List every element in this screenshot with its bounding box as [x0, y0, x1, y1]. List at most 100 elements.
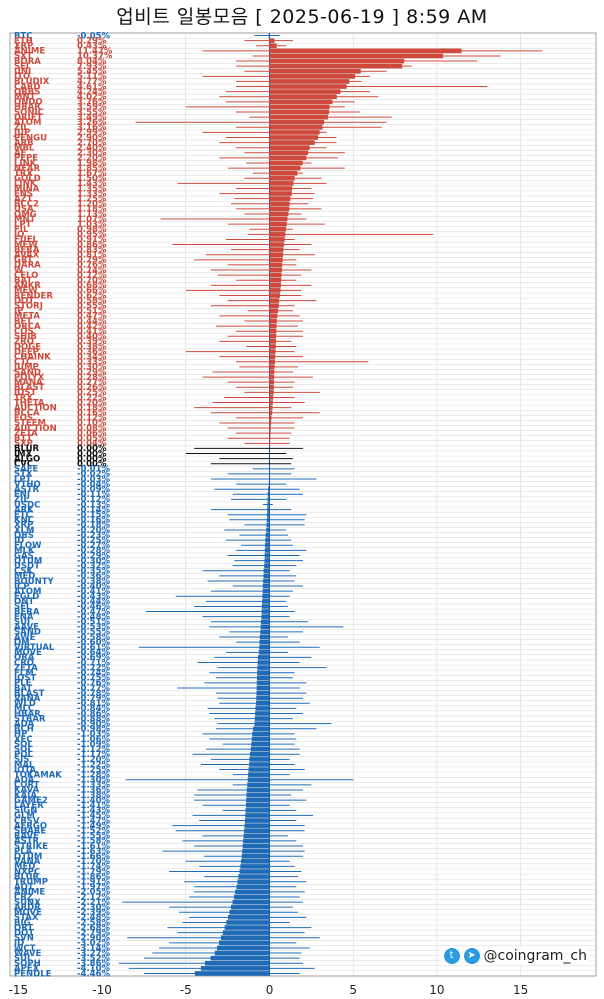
coin-name-label: NEAR: [14, 164, 40, 174]
bar: [257, 660, 270, 665]
bar: [269, 170, 298, 176]
coin-name-label: CRO: [14, 658, 34, 668]
change-value-label: -0.55%: [77, 628, 110, 638]
bar: [269, 328, 277, 334]
bar: [269, 79, 350, 84]
coin-name-label: VIRTUAL: [14, 643, 55, 653]
bar: [255, 706, 270, 711]
bar: [257, 655, 270, 660]
change-value-label: 5.11%: [77, 72, 107, 82]
coin-name-label: ARK: [14, 505, 34, 515]
change-value-label: -2.30%: [77, 903, 110, 913]
bar: [269, 390, 274, 395]
bar: [269, 298, 280, 303]
change-value-label: 0.29%: [77, 36, 107, 46]
change-value-label: 0.79%: [77, 256, 107, 266]
coin-name-label: BTT: [14, 434, 32, 444]
change-value-label: -1.70%: [77, 857, 110, 867]
change-value-label: -1.30%: [77, 776, 110, 786]
change-value-label: 7.93%: [77, 62, 107, 72]
bar: [267, 507, 270, 512]
coin-name-label: XRP: [14, 521, 33, 531]
change-value-label: 1.03%: [77, 220, 107, 230]
coin-name-label: LINK: [14, 179, 37, 189]
change-value-label: 0.36%: [77, 347, 107, 357]
change-value-label: -0.20%: [77, 526, 110, 536]
coin-name-label: BLAST: [14, 383, 45, 393]
change-value-label: 3.26%: [77, 118, 107, 128]
coin-name-label: ONT: [14, 597, 34, 607]
bar: [269, 420, 272, 426]
x-axis: -15 -10 -5 0 5 10 15: [9, 983, 529, 997]
coin-name-label: CSK: [14, 567, 34, 577]
change-value-label: -2.21%: [77, 898, 110, 908]
bar: [269, 369, 275, 375]
bar: [269, 165, 301, 171]
coin-name-label: RAVE: [14, 832, 39, 842]
coin-name-label: SAFE: [14, 465, 39, 475]
change-value-label: 1.67%: [77, 169, 107, 179]
coin-name-label: SHIB: [14, 332, 37, 342]
change-value-label: -0.72%: [77, 663, 110, 673]
change-value-label: -0.28%: [77, 546, 110, 556]
coin-name-label: AUCTION: [14, 403, 57, 413]
change-value-label: 0.58%: [77, 296, 107, 306]
change-value-label: -1.66%: [77, 852, 110, 862]
change-value-label: 1.35%: [77, 184, 107, 194]
bar: [269, 435, 271, 441]
coin-name-label: CORT: [14, 781, 40, 791]
coin-name-label: GLM: [14, 811, 35, 821]
coin-name-label: CTC: [14, 358, 32, 368]
bar: [256, 675, 270, 681]
coin-name-label: FIL: [14, 225, 29, 235]
change-value-label: -1.03%: [77, 730, 110, 740]
bar: [269, 84, 347, 89]
change-value-label: -1.55%: [77, 832, 110, 842]
change-value-label: -0.78%: [77, 689, 110, 699]
coin-name-label: MED: [14, 862, 35, 872]
x-tick-label: -5: [180, 983, 192, 997]
change-value-label: 1.43%: [77, 179, 107, 189]
change-value-label: -0.14%: [77, 505, 110, 515]
bar: [269, 318, 277, 324]
coin-name-label: HBAR: [14, 709, 41, 719]
bar: [239, 869, 270, 874]
change-value-label: -1.20%: [77, 755, 110, 765]
change-value-label: -3.02%: [77, 939, 110, 949]
coin-name-label: AWE: [14, 633, 36, 643]
bar: [269, 160, 303, 166]
change-value-label: -0.09%: [77, 485, 110, 495]
coin-name-label: SEI: [14, 62, 29, 72]
change-value-label: 0.08%: [77, 424, 107, 434]
change-value-label: 0.43%: [77, 42, 107, 52]
coin-name-label: AUCTION: [14, 424, 57, 434]
change-value-label: -0.43%: [77, 592, 110, 602]
change-value-label: -1.79%: [77, 867, 110, 877]
bar: [269, 58, 405, 64]
bar: [260, 629, 270, 635]
bar: [194, 971, 270, 976]
coin-name-label: MOVE: [14, 908, 42, 918]
coin-name-label: ID: [14, 939, 24, 949]
bar: [262, 599, 270, 604]
coin-name-label: AVAX: [14, 251, 40, 261]
coin-name-label: SVN: [14, 934, 34, 944]
coin-name-label: ENS: [14, 189, 33, 199]
coin-name-label: DOT: [14, 928, 34, 938]
coin-name-label: JUMP: [13, 363, 39, 373]
change-value-label: -1.74%: [77, 862, 110, 872]
bar: [269, 99, 333, 105]
bar: [268, 33, 270, 38]
grid-lines: [9, 32, 597, 977]
coin-name-label: ZIL: [14, 495, 29, 505]
change-value-label: -3.14%: [77, 944, 110, 954]
change-value-label: 0.00%: [77, 454, 107, 464]
change-value-label: 2.20%: [77, 154, 107, 164]
bar: [269, 257, 283, 263]
change-value-label: -4.10%: [77, 964, 110, 974]
change-value-label: 0.16%: [77, 409, 107, 419]
change-value-label: 0.55%: [77, 302, 107, 312]
change-value-label: 0.95%: [77, 230, 107, 240]
coin-name-label: LPT: [14, 475, 32, 485]
bar: [269, 104, 330, 110]
